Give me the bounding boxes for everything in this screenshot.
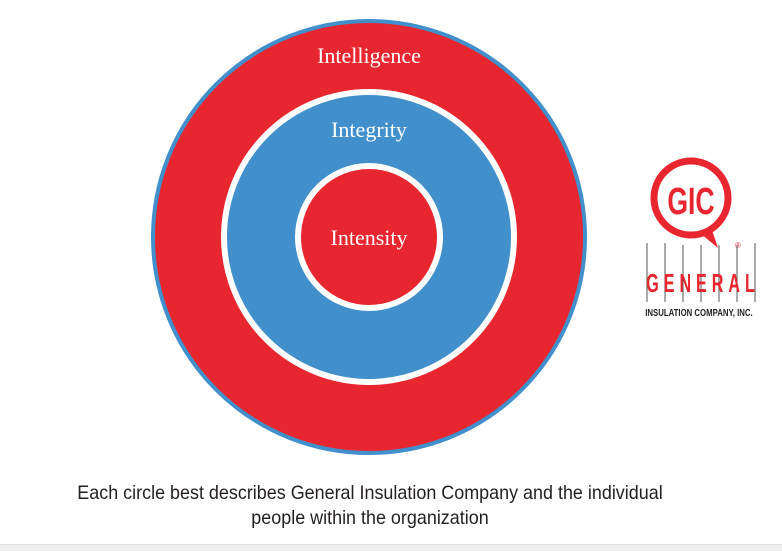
- caption-line-1: Each circle best describes General Insul…: [77, 482, 663, 504]
- label-integrity: Integrity: [331, 117, 407, 142]
- logo-monogram: GIC: [667, 179, 714, 222]
- label-intensity: Intensity: [331, 225, 408, 250]
- caption-line-2: people within the organization: [251, 507, 489, 529]
- logo-tagline: INSULATION COMPANY, INC.: [645, 307, 752, 318]
- logo-registered: ®: [735, 241, 741, 250]
- logo-lines: [646, 243, 756, 302]
- label-intelligence: Intelligence: [317, 43, 421, 68]
- inner-circle-intensity: [295, 163, 443, 311]
- logo-ring: [650, 157, 732, 239]
- logo-name: GENERAL: [646, 268, 760, 298]
- bottom-divider: [0, 544, 782, 551]
- company-logo: GIC ® GENERAL INSULATION COMPANY, INC.: [645, 157, 760, 318]
- logo-ring-tail: [700, 230, 718, 248]
